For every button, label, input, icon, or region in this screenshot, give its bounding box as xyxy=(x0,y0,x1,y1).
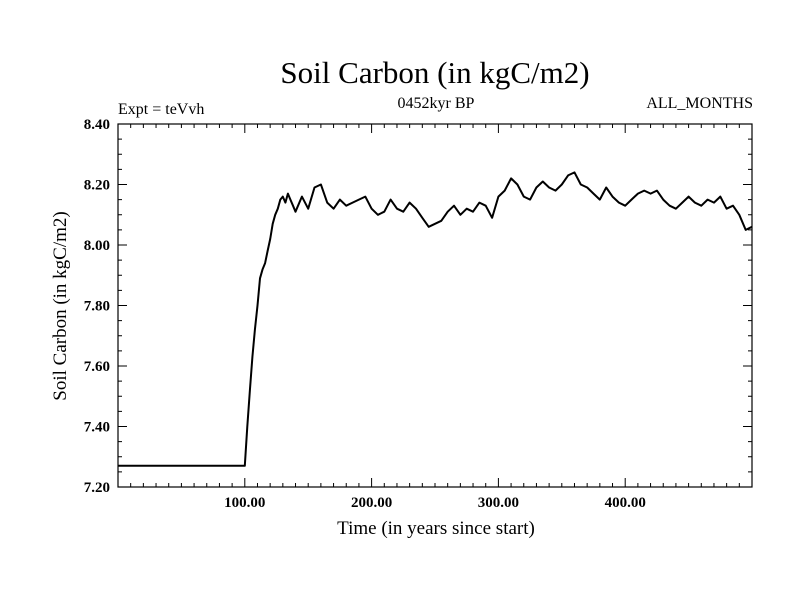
y-tick-label: 7.20 xyxy=(84,480,110,496)
months-label: ALL_MONTHS xyxy=(646,95,753,112)
x-axis-label: Time (in years since start) xyxy=(337,518,535,539)
x-tick-label: 400.00 xyxy=(605,495,646,511)
chart-title: Soil Carbon (in kgC/m2) xyxy=(280,55,589,90)
y-axis-ticks: 7.20 7.40 7.60 7.80 8.00 8.20 8.40 xyxy=(84,117,752,496)
y-tick-label: 8.00 xyxy=(84,238,110,254)
plot-frame xyxy=(117,123,753,488)
y-tick-label: 7.40 xyxy=(84,420,110,436)
y-tick-label: 8.20 xyxy=(84,178,110,194)
y-tick-label: 7.60 xyxy=(84,359,110,375)
chart-subtitle: 0452kyr BP xyxy=(398,95,475,112)
y-axis-label: Soil Carbon (in kgC/m2) xyxy=(50,211,71,400)
soil-carbon-line xyxy=(118,171,753,467)
x-tick-label: 200.00 xyxy=(351,495,392,511)
x-tick-label: 300.00 xyxy=(478,495,519,511)
x-axis-ticks: 100.00 200.00 300.00 400.00 xyxy=(130,124,740,511)
x-tick-label: 100.00 xyxy=(224,495,265,511)
y-tick-label: 7.80 xyxy=(84,299,110,315)
y-tick-label: 8.40 xyxy=(84,117,110,133)
experiment-label: Expt = teVvh xyxy=(118,101,204,118)
